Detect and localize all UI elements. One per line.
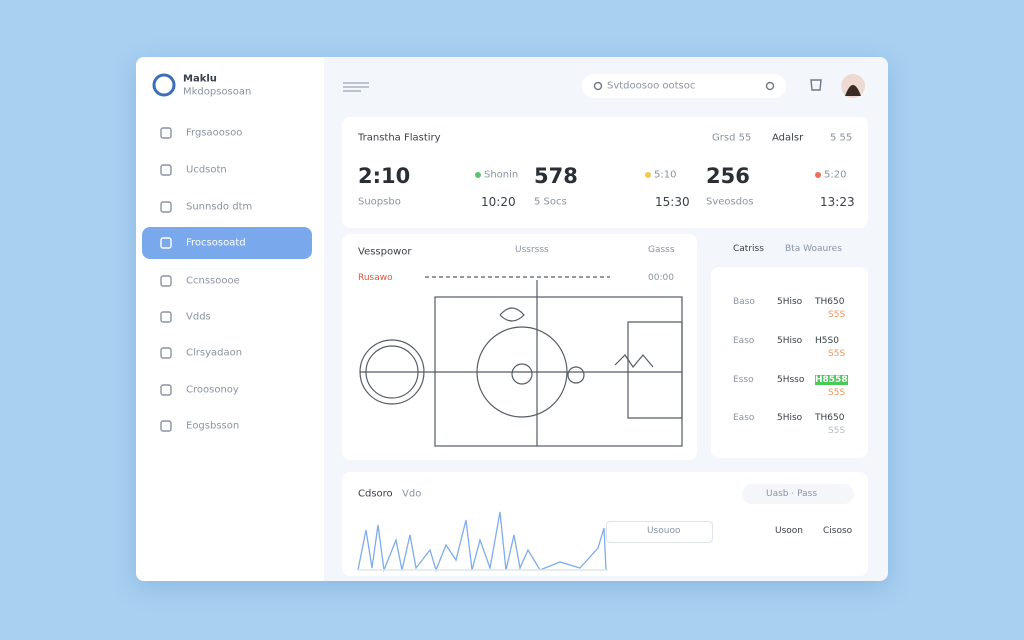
status-dot <box>645 172 651 178</box>
activity-title: Cdsoro <box>358 488 393 500</box>
activity-sub: Vdo <box>402 488 422 500</box>
nav-item[interactable]: Eogsbsson <box>186 420 240 432</box>
stats-tab[interactable]: Adalsr <box>772 132 804 144</box>
button-label[interactable]: Usouoo <box>647 526 681 536</box>
nav-item[interactable]: Frgsaoosoo <box>186 127 243 139</box>
panel-subtitle: Bta Woaures <box>785 244 842 254</box>
status-dot <box>815 172 821 178</box>
nav-icon <box>160 201 172 213</box>
sidebar <box>136 57 324 581</box>
nav-item[interactable]: Ucdsotn <box>186 164 227 176</box>
field-title: Vesspowor <box>358 246 412 258</box>
nav-icon <box>160 347 172 359</box>
nav-item[interactable]: Vdds <box>186 311 211 323</box>
column-head: Usoon <box>775 526 803 536</box>
panel-cell: 5Hiso <box>777 336 803 346</box>
stat-time: 13:23 <box>820 195 855 209</box>
field-tag: Rusawo <box>358 273 393 283</box>
stats-tab[interactable]: Grsd 55 <box>712 132 752 144</box>
status-dot <box>475 172 481 178</box>
stat-time: 15:30 <box>655 195 690 209</box>
panel-cell: Baso <box>733 297 755 307</box>
nav-icon <box>160 384 172 396</box>
panel-cell: Easo <box>733 336 755 346</box>
stat-label: 5 Socs <box>534 196 567 208</box>
nav-icon <box>160 275 172 287</box>
nav-icon <box>160 127 172 139</box>
column-head: Cisoso <box>823 526 853 536</box>
search-input[interactable]: Svtdoosoo ootsoc <box>607 80 696 92</box>
nav-icon <box>160 420 172 432</box>
panel-subcell: S5S <box>828 388 846 398</box>
stats-tab[interactable]: 5 55 <box>830 132 853 144</box>
stat-value: 2:10 <box>358 164 411 188</box>
nav-item[interactable]: Sunnsdo dtm <box>186 201 253 213</box>
stat-value: 256 <box>706 164 750 188</box>
stat-status: 5:20 <box>824 169 847 181</box>
panel-cell: TH650 <box>815 297 845 307</box>
search-box[interactable] <box>582 74 786 98</box>
panel-cell: 5Hiso <box>777 297 803 307</box>
stat-label: Suopsbo <box>358 196 401 208</box>
filter-label[interactable]: Uasb · Pass <box>766 489 818 499</box>
nav-icon <box>160 311 172 323</box>
brand: Maklu <box>183 73 217 85</box>
panel-cell: 5Hsso <box>777 375 805 385</box>
stat-status: 5:10 <box>654 169 677 181</box>
panel-card <box>711 267 868 458</box>
field-card <box>342 234 697 460</box>
nav-item[interactable]: Croosonoy <box>186 384 239 396</box>
brand-subtitle: Mkdopsosoan <box>183 86 252 98</box>
panel-cell: 5Hiso <box>777 413 803 423</box>
nav-icon <box>160 237 172 249</box>
panel-subcell: S5S <box>828 310 846 320</box>
stats-card <box>342 117 868 228</box>
stat-status: Shonin <box>484 169 519 181</box>
nav-item[interactable]: Clrsyadaon <box>186 347 243 359</box>
field-meta: Ussrsss <box>515 245 549 255</box>
panel-cell: Esso <box>733 375 754 385</box>
panel-cell: Easo <box>733 413 755 423</box>
field-side: Gasss <box>648 245 675 255</box>
nav-item[interactable]: Frocsosoatd <box>186 237 246 249</box>
panel-subcell: S5S <box>828 426 846 436</box>
panel-title: Catriss <box>733 244 764 254</box>
panel-cell: H5S0 <box>815 336 839 346</box>
filter-pill[interactable] <box>742 484 854 504</box>
panel-cell: H8558 <box>815 375 848 385</box>
stat-value: 578 <box>534 164 578 188</box>
button[interactable] <box>606 521 713 543</box>
panel-subcell: S5S <box>828 349 846 359</box>
field-clock: 00:00 <box>648 273 674 283</box>
stats-title: Transtha Flastiry <box>358 132 441 144</box>
stat-time: 10:20 <box>481 195 516 209</box>
stat-label: Sveosdos <box>706 196 754 208</box>
nav-icon <box>160 164 172 176</box>
nav-item[interactable]: Ccnssoooe <box>186 275 240 287</box>
panel-cell: TH650 <box>815 413 845 423</box>
